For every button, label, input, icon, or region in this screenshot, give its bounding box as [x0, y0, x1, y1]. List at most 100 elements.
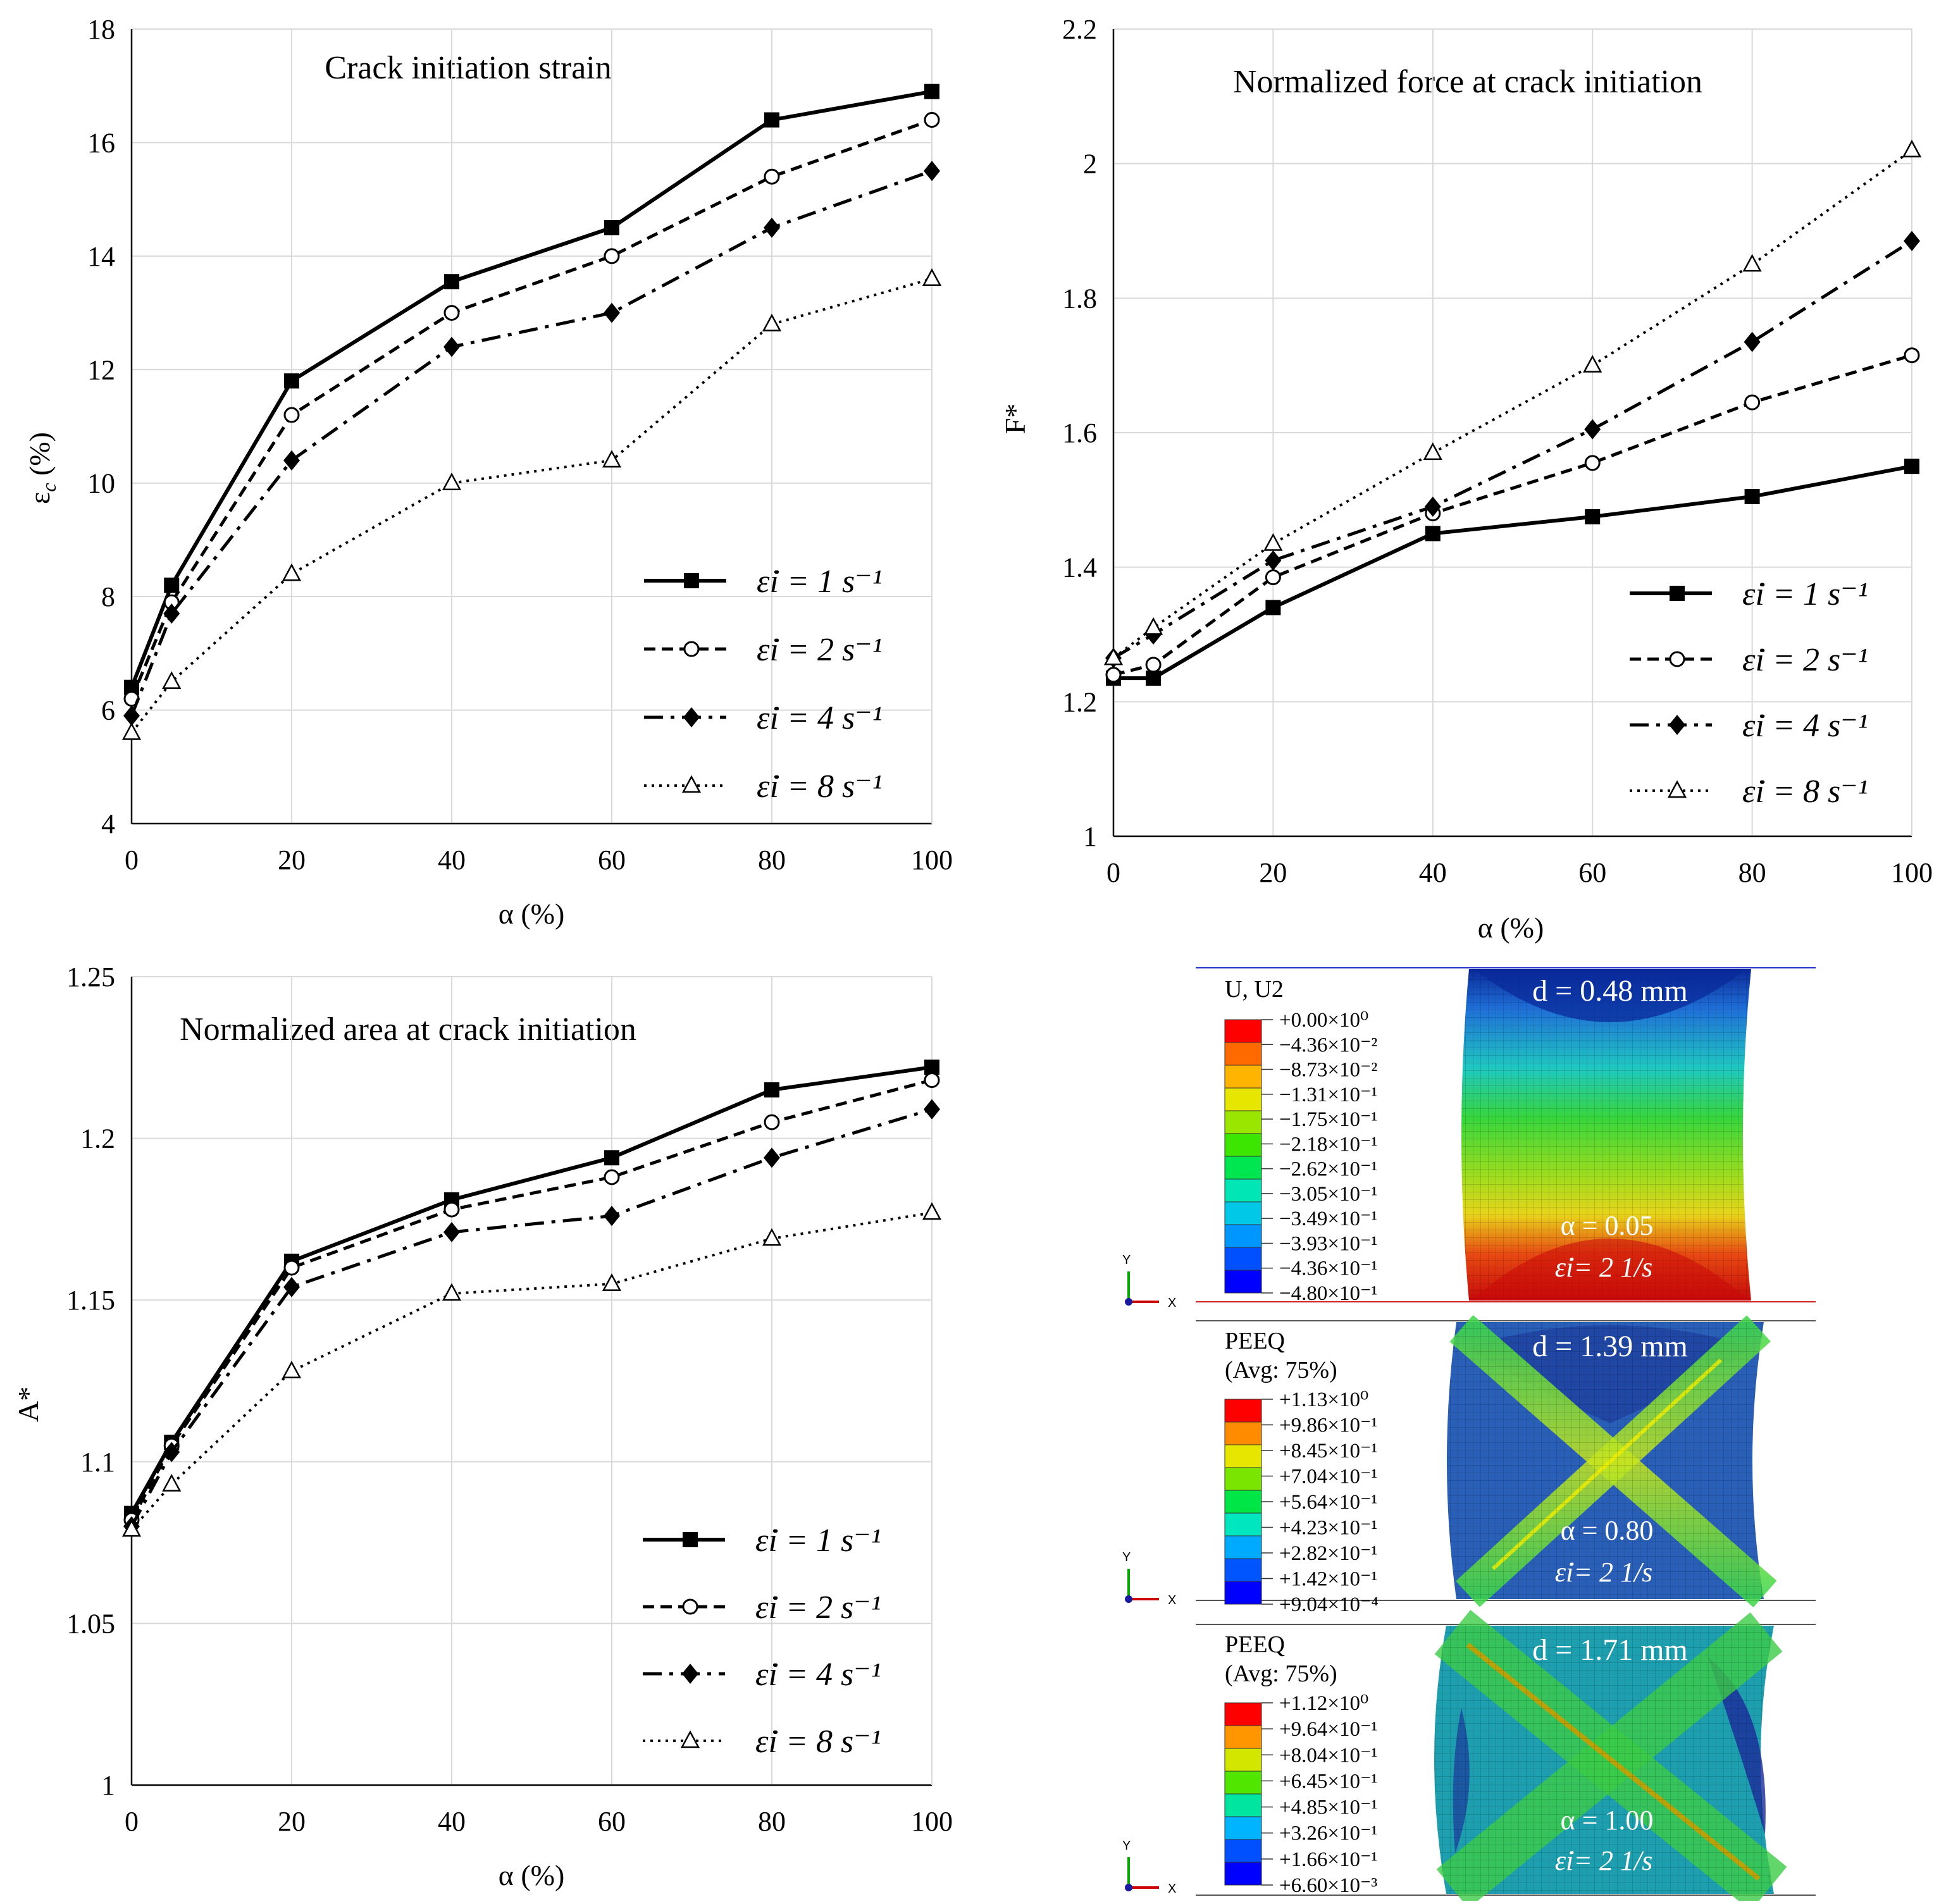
legend-color-swatch [1224, 1535, 1262, 1559]
y-tick-label: 2.2 [1062, 14, 1097, 45]
chart-normalized-force: Normalized force at crack initiation α (… [999, 14, 1933, 944]
legend-value: +9.64×10⁻¹ [1279, 1718, 1377, 1741]
legend-value: +1.12×10⁰ [1279, 1692, 1368, 1715]
y-tick-label: 16 [87, 127, 115, 158]
y-axis-label: A* [12, 1387, 44, 1422]
legend-label: ε̇i = 8 s⁻¹ [1742, 774, 1868, 810]
marker-triangle [1144, 617, 1163, 635]
specimen-mesh [1447, 1322, 1764, 1599]
legend-entry: ε̇i = 4 s⁻¹ [644, 700, 882, 736]
x-tick-label: 20 [278, 1806, 306, 1837]
marker-diamond [604, 302, 620, 323]
legend-entry: ε̇i = 2 s⁻¹ [1630, 642, 1868, 678]
legend-color-swatch [1224, 1087, 1262, 1111]
legend-color-swatch [1224, 1224, 1262, 1248]
triad-x-label: X [1168, 1593, 1176, 1607]
marker-triangle [162, 1473, 182, 1492]
marker-square [1425, 526, 1441, 541]
y-tick-label: 14 [87, 241, 115, 272]
legend-color-swatch [1224, 1512, 1262, 1536]
y-tick-label: 1.2 [1062, 686, 1097, 717]
y-tick-label: 8 [101, 581, 115, 612]
marker-square [1265, 600, 1281, 615]
legend-value: −4.36×10⁻¹ [1279, 1258, 1377, 1280]
marker-diamond [924, 161, 940, 182]
x-tick-label: 40 [438, 844, 466, 875]
triad-x-label: X [1168, 1296, 1176, 1310]
x-tick-label: 20 [278, 844, 306, 875]
marker-circle [443, 1201, 460, 1218]
x-tick-label: 60 [598, 844, 626, 875]
x-tick-label: 0 [125, 1806, 139, 1837]
coordinate-triad: Y X [1122, 1253, 1176, 1310]
legend-label: ε̇i = 8 s⁻¹ [757, 769, 882, 805]
legend-value: −1.75×10⁻¹ [1279, 1108, 1377, 1131]
x-tick-label: 80 [758, 844, 786, 875]
legend-color-swatch [1224, 1156, 1262, 1180]
marker-square [924, 83, 939, 99]
legend-color-swatch [1224, 1839, 1262, 1863]
series-4 [121, 1202, 942, 1537]
legend-color-swatch [1224, 1771, 1262, 1795]
chart-normalized-area: Normalized area at crack initiation α (%… [12, 961, 953, 1891]
chart-crack-initiation-strain: Crack initiation strain α (%) εc (%) 0 20… [23, 14, 953, 930]
y-tick-label: 10 [87, 468, 115, 499]
marker-circle [1105, 667, 1122, 683]
marker-square [684, 573, 699, 588]
legend-entry: ε̇i = 2 s⁻¹ [644, 632, 882, 668]
legend-entry: ε̇i = 1 s⁻¹ [644, 564, 882, 600]
legend-value: +6.45×10⁻¹ [1279, 1770, 1377, 1793]
marker-diamond [764, 1147, 780, 1168]
series-1 [124, 83, 939, 695]
legend-value: −1.31×10⁻¹ [1279, 1084, 1377, 1106]
alpha-label: α = 0.05 [1561, 1210, 1654, 1241]
legend-value: +2.82×10⁻¹ [1279, 1542, 1377, 1565]
marker-triangle [680, 1730, 700, 1748]
displacement-label: d = 0.48 mm [1532, 974, 1688, 1008]
marker-circle [683, 641, 700, 657]
strain-rate-label: ε̇i= 2 1/s [1555, 1252, 1653, 1283]
marker-circle [764, 168, 780, 185]
marker-diamond [283, 450, 300, 471]
series-4 [1103, 139, 1922, 665]
x-tick-label: 40 [438, 1806, 466, 1837]
x-axis-label: α (%) [499, 898, 565, 930]
contour-legend: +1.13×10⁰ +9.86×10⁻¹ +8.45×10⁻¹ +7.04×10⁻¹ +… [1224, 1388, 1379, 1616]
x-tick-label: 60 [1578, 857, 1606, 888]
averaging-label: (Avg: 75%) [1225, 1357, 1337, 1383]
marker-square [764, 1082, 779, 1097]
legend-label: ε̇i = 4 s⁻¹ [755, 1657, 881, 1693]
y-tick-label: 1.2 [80, 1123, 115, 1154]
legend-value: +6.60×10⁻³ [1279, 1874, 1377, 1897]
series-3 [123, 1099, 940, 1537]
legend-color-swatch [1224, 1065, 1262, 1089]
y-tick-label: 4 [101, 808, 115, 839]
marker-circle [1265, 569, 1281, 586]
y-tick-label: 1.8 [1062, 283, 1097, 314]
displacement-label: d = 1.71 mm [1532, 1633, 1688, 1667]
contour-variable-label: PEEQ [1225, 1328, 1285, 1354]
legend-value: −3.05×10⁻¹ [1279, 1183, 1377, 1206]
marker-diamond [682, 1664, 698, 1684]
marker-circle [924, 1072, 940, 1089]
marker-diamond [283, 1277, 300, 1297]
marker-square [1146, 671, 1162, 686]
marker-diamond [163, 603, 180, 624]
legend-color-swatch [1224, 1467, 1262, 1491]
marker-triangle [602, 450, 622, 468]
x-tick-label: 100 [1891, 857, 1933, 888]
legend-value: +4.23×10⁻¹ [1279, 1517, 1377, 1540]
marker-circle [1744, 394, 1761, 411]
specimen-mesh [1461, 969, 1751, 1301]
coordinate-triad: Y X [1122, 1839, 1176, 1896]
legend-color-swatch [1224, 1725, 1262, 1749]
marker-square [1744, 489, 1760, 505]
marker-triangle [121, 1519, 142, 1537]
legend-label: ε̇i = 1 s⁻¹ [1742, 576, 1868, 612]
series-3 [123, 161, 940, 726]
x-tick-label: 40 [1419, 857, 1447, 888]
triad-y-label: Y [1122, 1839, 1131, 1853]
marker-diamond [1584, 419, 1601, 440]
legend-value: +9.86×10⁻¹ [1279, 1414, 1377, 1437]
marker-triangle [1667, 780, 1687, 798]
